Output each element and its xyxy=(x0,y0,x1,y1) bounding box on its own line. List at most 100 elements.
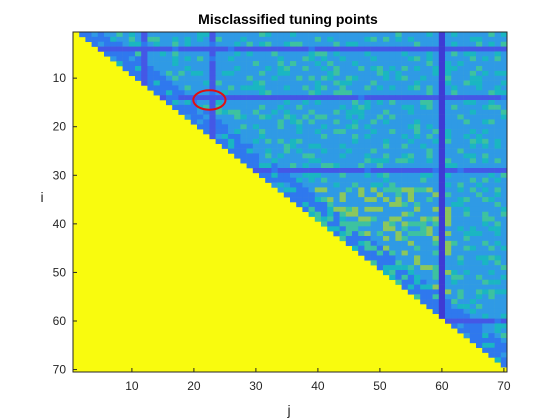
heatmap-cell xyxy=(445,153,452,159)
heatmap-cell xyxy=(277,134,285,140)
heatmap-cell xyxy=(476,202,483,208)
heatmap-cell xyxy=(296,66,303,72)
heatmap-cell xyxy=(327,61,334,67)
heatmap-cell xyxy=(401,148,409,154)
heatmap-cell xyxy=(333,182,340,188)
heatmap-cell xyxy=(271,109,278,115)
heatmap-cell xyxy=(333,114,340,120)
heatmap-cell xyxy=(469,114,477,120)
heatmap-cell xyxy=(414,114,421,120)
heatmap-cell xyxy=(469,202,477,208)
heatmap-cell xyxy=(500,216,508,222)
heatmap-cell xyxy=(420,187,427,193)
heatmap-cell xyxy=(277,46,285,52)
heatmap-cell xyxy=(240,85,247,91)
heatmap-cell xyxy=(352,148,359,154)
heatmap-cell xyxy=(500,80,508,86)
heatmap-cell xyxy=(116,46,123,52)
heatmap-cell xyxy=(215,36,223,43)
heatmap-cell xyxy=(488,90,495,96)
heatmap-cell xyxy=(414,260,421,266)
heatmap-cell xyxy=(277,85,285,91)
heatmap-cell xyxy=(488,153,495,159)
heatmap-cell xyxy=(432,284,440,290)
heatmap-cell xyxy=(438,158,446,164)
heatmap-cell xyxy=(277,187,285,193)
heatmap-cell xyxy=(190,41,198,47)
heatmap-cell xyxy=(401,85,409,91)
heatmap-cell xyxy=(469,260,477,266)
heatmap-cell xyxy=(178,104,185,111)
heatmap-cell xyxy=(79,32,86,38)
heatmap-cell xyxy=(352,36,359,43)
heatmap-cell xyxy=(476,109,483,115)
heatmap-cell xyxy=(438,226,446,232)
heatmap-cell xyxy=(327,143,334,149)
heatmap-cell xyxy=(159,66,167,72)
heatmap-cell xyxy=(358,109,365,115)
heatmap-cell xyxy=(426,304,433,310)
heatmap-cell xyxy=(321,148,328,154)
y-axis-label: i xyxy=(40,189,43,205)
heatmap-cell xyxy=(432,158,440,164)
heatmap-cell xyxy=(500,323,508,329)
heatmap-cell xyxy=(482,206,489,213)
heatmap-cell xyxy=(376,192,384,198)
heatmap-cell xyxy=(358,56,365,62)
heatmap-cell xyxy=(432,260,440,266)
heatmap-cell xyxy=(203,124,210,130)
heatmap-cell xyxy=(234,138,241,145)
heatmap-cell xyxy=(352,66,359,72)
heatmap-cell xyxy=(296,163,303,169)
y-tick-label: 30 xyxy=(53,168,67,182)
heatmap-cell xyxy=(178,90,185,96)
heatmap-cell xyxy=(457,323,464,329)
heatmap-cell xyxy=(215,32,223,38)
heatmap-cell xyxy=(135,75,142,81)
heatmap-cell xyxy=(420,236,427,242)
heatmap-cell xyxy=(395,51,402,57)
heatmap-cell xyxy=(407,104,415,111)
heatmap-cell xyxy=(321,75,328,81)
heatmap-cell xyxy=(463,90,471,96)
heatmap-cell xyxy=(283,100,291,106)
heatmap-cell xyxy=(395,100,402,106)
heatmap-cell xyxy=(321,211,328,217)
heatmap-cell xyxy=(414,148,421,154)
heatmap-cell xyxy=(147,70,154,77)
y-tick-label: 20 xyxy=(53,120,67,134)
heatmap-cell xyxy=(383,70,390,77)
heatmap-cell xyxy=(482,104,489,111)
heatmap-cell xyxy=(383,129,390,135)
heatmap-cell xyxy=(358,206,365,213)
heatmap-cell xyxy=(500,279,508,285)
heatmap-cell xyxy=(190,51,198,57)
heatmap-cell xyxy=(463,274,471,281)
heatmap-cell xyxy=(345,75,353,81)
heatmap-cell xyxy=(327,187,334,193)
heatmap-cell xyxy=(333,51,340,57)
heatmap-cell xyxy=(314,153,322,159)
heatmap-cell xyxy=(153,56,161,62)
heatmap-cell xyxy=(407,109,415,115)
heatmap-cell xyxy=(407,100,415,106)
heatmap-cell xyxy=(345,197,353,203)
heatmap-cell xyxy=(135,56,142,62)
heatmap-cell xyxy=(228,75,235,81)
heatmap-cell xyxy=(457,153,464,159)
heatmap-cell xyxy=(401,177,409,183)
heatmap-cell xyxy=(488,294,495,300)
heatmap-cell xyxy=(321,109,328,115)
heatmap-cell xyxy=(389,265,396,271)
heatmap-cell xyxy=(370,216,378,222)
heatmap-cell xyxy=(451,168,458,174)
heatmap-cell xyxy=(494,231,502,237)
heatmap-cell xyxy=(228,32,235,38)
heatmap-cell xyxy=(476,46,483,52)
heatmap-cell xyxy=(445,172,452,179)
heatmap-cell xyxy=(339,80,347,86)
heatmap-cell xyxy=(476,148,483,154)
heatmap-cell xyxy=(271,163,278,169)
heatmap-cell xyxy=(476,255,483,261)
heatmap-cell xyxy=(469,36,477,43)
